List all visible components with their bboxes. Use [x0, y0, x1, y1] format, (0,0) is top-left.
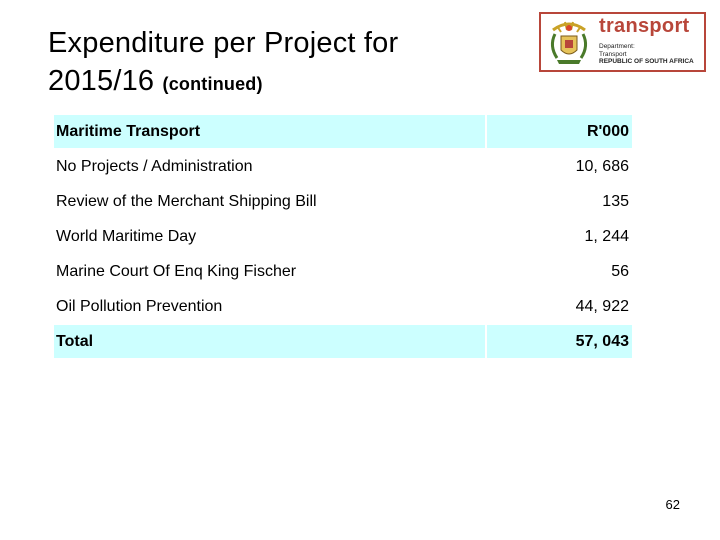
table-row: No Projects / Administration 10, 686 — [54, 149, 632, 185]
row-label: Marine Court Of Enq King Fischer — [54, 254, 486, 290]
row-value: 44, 922 — [485, 289, 632, 325]
table-row: Review of the Merchant Shipping Bill 135 — [54, 184, 632, 220]
table-total-row: Total 57, 043 — [54, 324, 632, 360]
row-label: World Maritime Day — [54, 219, 486, 255]
total-label: Total — [54, 324, 486, 360]
expenditure-table: Maritime Transport R'000 No Projects / A… — [54, 115, 632, 360]
logo-wordmark: transport — [599, 15, 690, 37]
slide-title: Expenditure per Project for 2015/16 (con… — [48, 24, 488, 103]
coat-of-arms-icon — [550, 21, 588, 64]
row-value: 56 — [485, 254, 632, 290]
logo-line-2: Transport — [599, 50, 627, 58]
row-label: Oil Pollution Prevention — [54, 289, 486, 325]
slide-title-sub: (continued) — [162, 74, 263, 94]
table-row: World Maritime Day 1, 244 — [54, 219, 632, 255]
table-header-row: Maritime Transport R'000 — [54, 115, 632, 150]
table-row: Oil Pollution Prevention 44, 922 — [54, 289, 632, 325]
row-value: 135 — [485, 184, 632, 220]
row-value: 10, 686 — [485, 149, 632, 185]
logo-line-3: REPUBLIC OF SOUTH AFRICA — [599, 58, 694, 65]
row-label: No Projects / Administration — [54, 149, 486, 185]
header-unit: R'000 — [485, 115, 632, 150]
logo-line-1: Department: — [599, 43, 635, 50]
row-value: 1, 244 — [485, 219, 632, 255]
table-row: Marine Court Of Enq King Fischer 56 — [54, 254, 632, 290]
header-label: Maritime Transport — [54, 115, 486, 150]
logo-department-text: Department: Transport REPUBLIC OF SOUTH … — [599, 43, 694, 66]
page-number: 62 — [665, 497, 680, 512]
department-logo: transport Department: Transport REPUBLIC… — [539, 12, 706, 72]
total-value: 57, 043 — [485, 324, 632, 360]
row-label: Review of the Merchant Shipping Bill — [54, 184, 486, 220]
slide-title-main: Expenditure per Project for 2015/16 — [48, 27, 399, 97]
